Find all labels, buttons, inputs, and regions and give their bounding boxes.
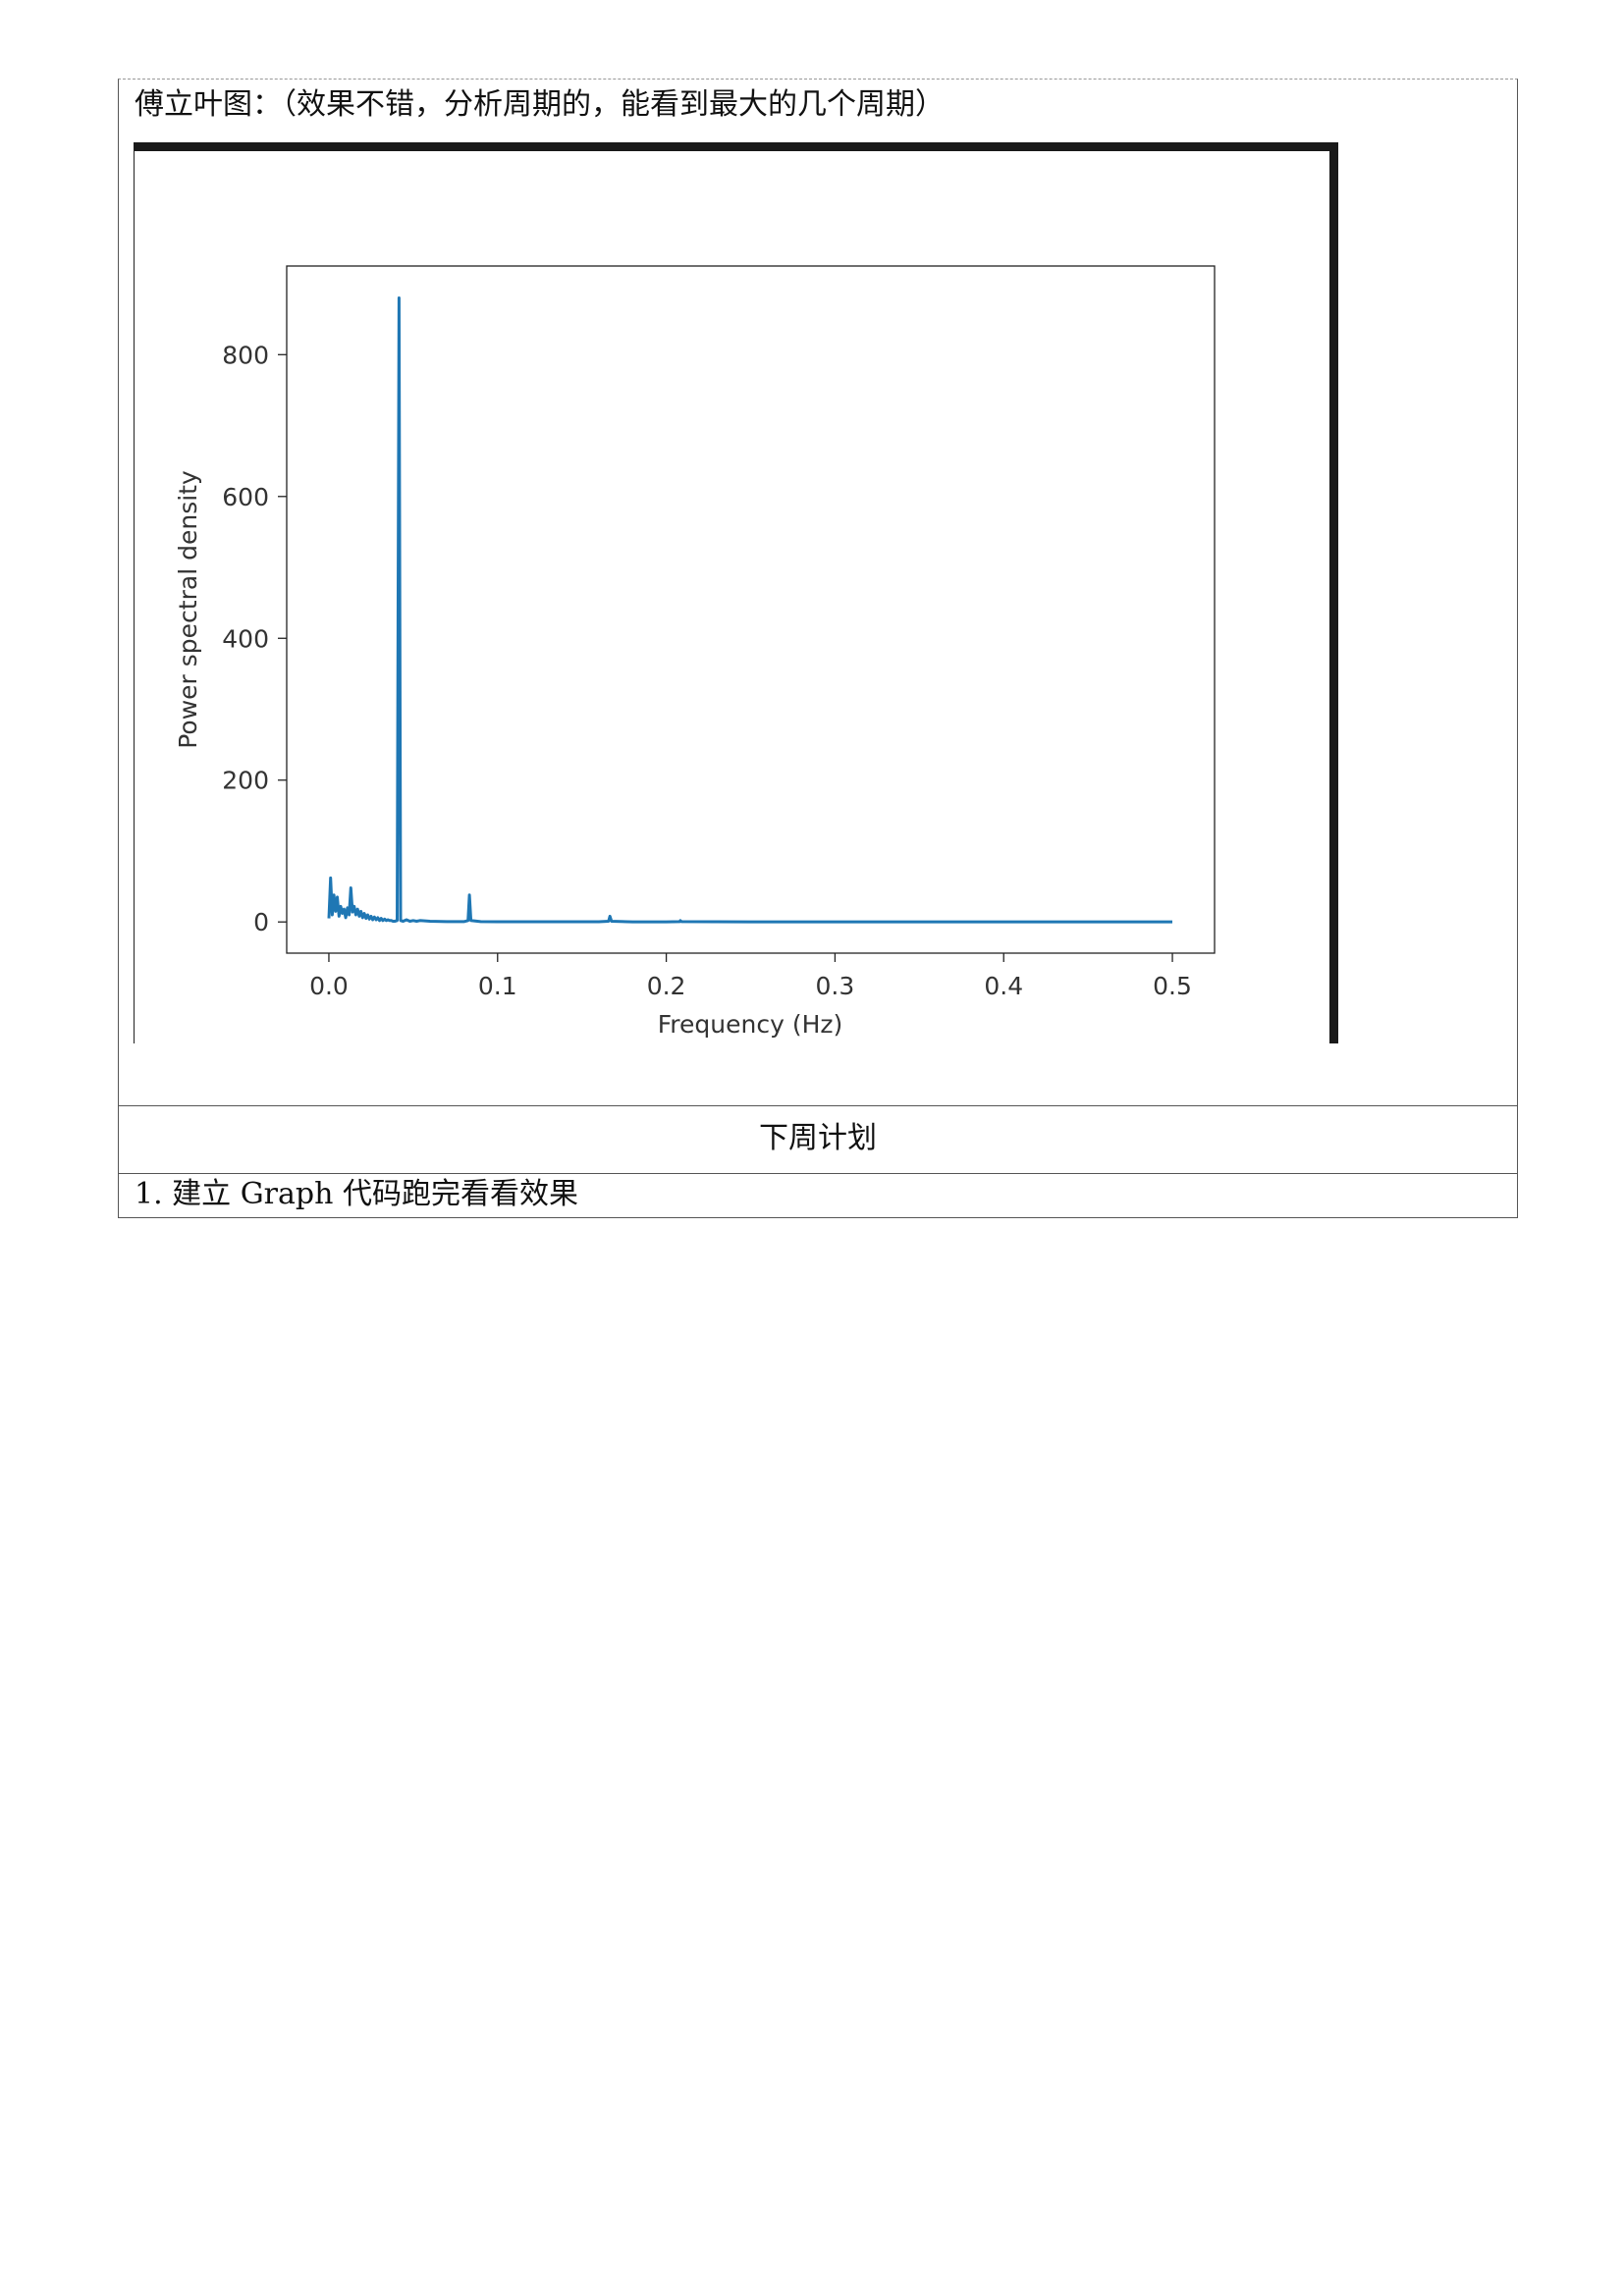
y-tick-label: 200 — [222, 767, 269, 795]
x-tick-label: 0.1 — [478, 972, 517, 1000]
psd-chart: 0.0 0.1 0.2 0.3 0.4 0.5 0 200 400 600 800 Frequen… — [135, 151, 1329, 1043]
figure-cell: 傅立叶图：（效果不错，分析周期的，能看到最大的几个周期） 0.0 0.1 0.2 0.… — [118, 79, 1518, 1106]
x-tick-label: 0.4 — [984, 972, 1023, 1000]
y-axis-label: Power spectral density — [174, 470, 202, 749]
y-tick-label: 400 — [222, 624, 269, 653]
y-tick-label: 800 — [222, 341, 269, 369]
report-table: 傅立叶图：（效果不错，分析周期的，能看到最大的几个周期） 0.0 0.1 0.2 0.… — [118, 79, 1518, 1218]
x-tick-label: 0.3 — [816, 972, 855, 1000]
x-tick-label: 0.2 — [647, 972, 686, 1000]
figure-caption: 傅立叶图：（效果不错，分析周期的，能看到最大的几个周期） — [135, 87, 945, 122]
plan-item: 1. 建立 Graph 代码跑完看看效果 — [118, 1173, 1518, 1218]
chart-background — [135, 151, 1329, 1043]
section-heading: 下周计划 — [118, 1105, 1518, 1174]
x-axis-label: Frequency (Hz) — [658, 1010, 843, 1039]
plot-frame — [286, 265, 1216, 954]
series-line-0 — [327, 296, 1172, 924]
x-tick-label: 0.5 — [1153, 972, 1192, 1000]
y-tick-label: 0 — [253, 908, 269, 936]
y-tick-label: 600 — [222, 483, 269, 511]
x-tick-label: 0.0 — [309, 972, 349, 1000]
figure-frame: 0.0 0.1 0.2 0.3 0.4 0.5 0 200 400 600 800 Frequen… — [134, 142, 1338, 1043]
